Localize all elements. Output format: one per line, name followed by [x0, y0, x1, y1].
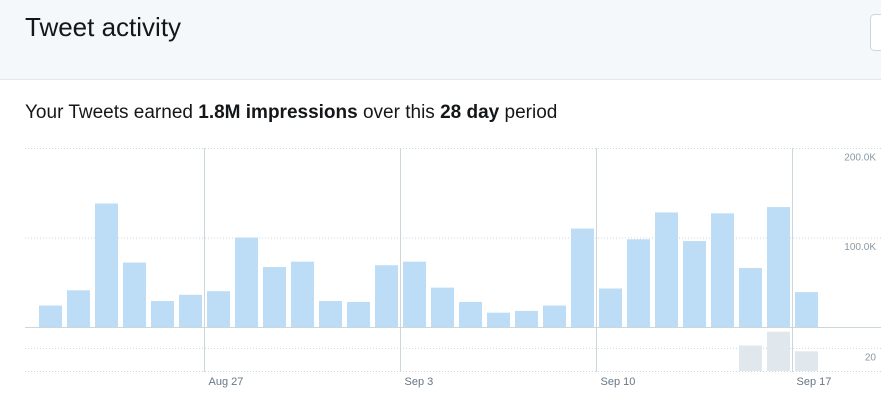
bar [767, 207, 790, 327]
bar [375, 265, 398, 327]
page-title: Tweet activity [25, 12, 181, 42]
bar [739, 345, 762, 371]
summary-impressions: 1.8M impressions [198, 102, 357, 123]
bar [683, 241, 706, 327]
bar [431, 287, 454, 327]
bar [207, 291, 230, 327]
bar [291, 261, 314, 327]
bar [599, 288, 622, 327]
y-tick-label: 200.0K [844, 153, 876, 164]
bar [571, 228, 594, 327]
x-tick-label: Aug 27 [209, 376, 244, 388]
bar [515, 310, 538, 327]
bar [235, 237, 258, 327]
bar [123, 262, 146, 327]
bar [179, 294, 202, 327]
bar [627, 239, 650, 327]
bar [151, 301, 174, 327]
bar [795, 351, 818, 371]
bar [487, 312, 510, 327]
bar [67, 290, 90, 327]
header-bg [0, 0, 881, 79]
bar [739, 267, 762, 327]
bar [263, 267, 286, 327]
bar [655, 212, 678, 327]
summary-text: Your Tweets earned [25, 102, 193, 123]
summary: Your Tweets earned 1.8M impressions over… [25, 102, 557, 123]
bar [39, 305, 62, 327]
bar [767, 331, 790, 371]
bar [403, 261, 426, 327]
x-tick-label: Sep 3 [405, 376, 434, 388]
bar [543, 305, 566, 327]
y-tick-label: 20 [865, 352, 877, 363]
bar [459, 301, 482, 327]
summary-period: 28 day [440, 102, 500, 123]
bar [711, 213, 734, 327]
bar [95, 203, 118, 327]
bar [795, 292, 818, 327]
summary-text: over this [363, 102, 435, 123]
x-tick-label: Sep 17 [797, 376, 832, 388]
bar [347, 301, 370, 327]
y-tick-label: 100.0K [844, 242, 876, 253]
chart: 100.0K 200.0K 20 Aug 27 Sep 3 Sep 10 Sep 17 [25, 148, 881, 388]
bar [319, 301, 342, 327]
x-tick-label: Sep 10 [601, 376, 636, 388]
date-button[interactable] [870, 14, 881, 51]
summary-text: period [505, 102, 558, 123]
